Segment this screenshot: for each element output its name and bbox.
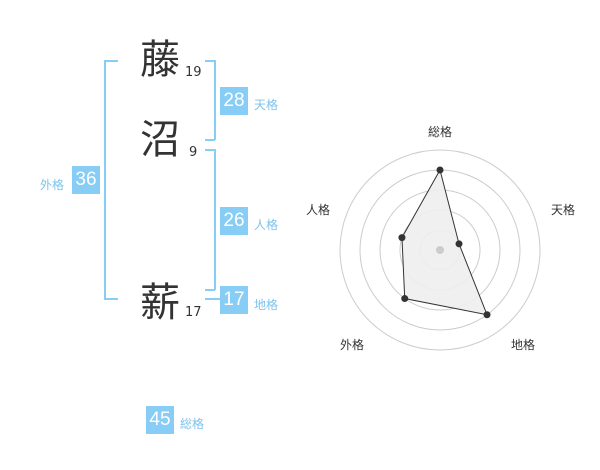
radar-label-chikaku: 地格 xyxy=(511,338,536,352)
stroke-count-3: 17 xyxy=(185,305,202,320)
gaikaku-value: 36 xyxy=(72,166,100,194)
bracket-tick xyxy=(104,298,118,300)
radar-label-tenkaku: 天格 xyxy=(551,203,576,217)
radar-point xyxy=(436,166,444,174)
soukaku-label: 総格 xyxy=(180,417,205,431)
tenkaku-value: 28 xyxy=(220,87,248,115)
radar-point xyxy=(401,295,409,303)
radar-grid-ring xyxy=(339,149,541,351)
surname-char-1: 藤 xyxy=(140,37,180,83)
given-name-char-1: 薪 xyxy=(140,280,180,326)
stroke-count-2: 9 xyxy=(189,145,198,160)
gaikaku-bracket xyxy=(104,60,106,300)
chikaku-connector xyxy=(205,298,220,300)
jinkaku-value: 26 xyxy=(220,207,248,235)
radar-label-jinkaku: 人格 xyxy=(306,203,331,217)
chikaku-label: 地格 xyxy=(254,298,279,312)
soukaku-value: 45 xyxy=(146,406,174,434)
radar-point xyxy=(398,234,406,242)
gaikaku-label: 外格 xyxy=(40,178,65,192)
stroke-count-1: 19 xyxy=(185,65,202,80)
radar-label-gaikaku: 外格 xyxy=(340,338,365,352)
radar-label-soukaku: 総格 xyxy=(428,125,453,139)
bracket-tick xyxy=(205,289,215,291)
bracket-tick xyxy=(205,139,215,141)
radar-point xyxy=(455,240,463,248)
radar-area xyxy=(401,168,488,316)
bracket-tick xyxy=(104,60,118,62)
tenkaku-label: 天格 xyxy=(254,98,279,112)
surname-char-2: 沼 xyxy=(140,117,180,163)
jinkaku-label: 人格 xyxy=(254,218,279,232)
radar-point xyxy=(483,311,491,319)
chikaku-value: 17 xyxy=(220,286,248,314)
tenkaku-bracket xyxy=(214,60,216,140)
radar-center xyxy=(436,246,444,254)
jinkaku-bracket xyxy=(214,149,216,290)
bracket-tick xyxy=(205,60,215,62)
bracket-tick xyxy=(205,149,215,151)
